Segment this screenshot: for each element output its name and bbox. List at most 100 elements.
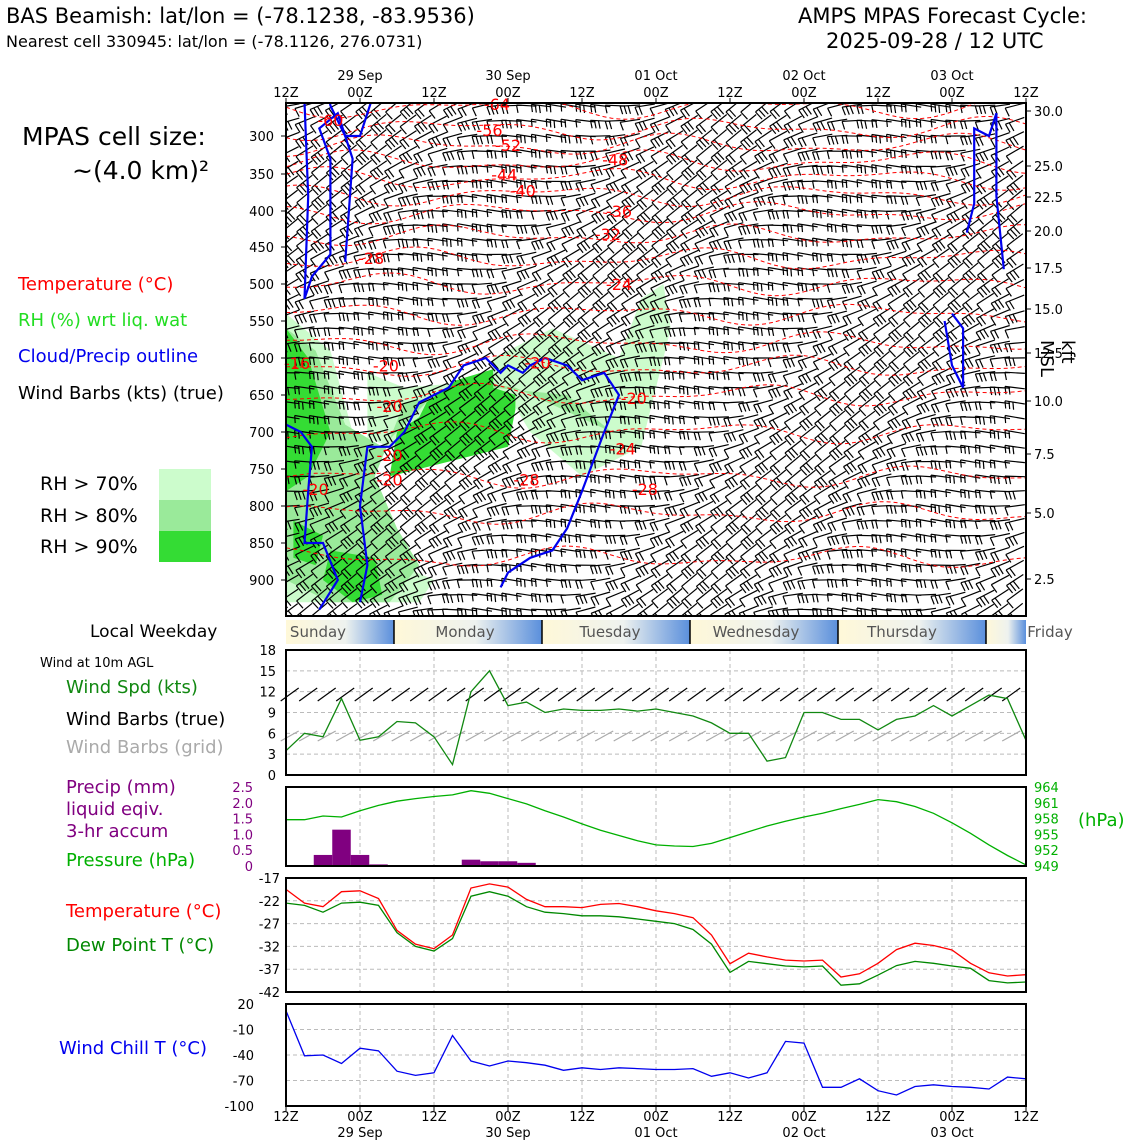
wind-barb-flag: [502, 333, 510, 342]
wind-barb-flag: [968, 181, 975, 191]
wind-barb-flag: [312, 401, 315, 410]
wind-barb-flag: [930, 446, 934, 455]
wind-barb-flag: [682, 477, 688, 486]
wind-barb-flag: [340, 525, 347, 535]
wind-barb-flag: [561, 243, 568, 253]
wind-barb-flag: [473, 393, 482, 402]
wind-barb-flag: [743, 524, 752, 533]
wind-barb-shaft: [429, 425, 447, 439]
wind-barb-shaft: [799, 469, 816, 484]
wind-barb-shaft: [945, 503, 966, 509]
wind-barb-flag: [664, 492, 669, 502]
wind-barb-flag: [530, 505, 534, 514]
wind-barb-flag: [815, 166, 820, 175]
wind-barb-shaft: [575, 533, 596, 538]
wind-barb-flag: [471, 523, 478, 532]
wind-barb-shaft: [370, 499, 387, 513]
wind-barb-flag: [428, 406, 435, 416]
wind-barb-flag: [693, 386, 696, 394]
wind-barb-flag: [353, 283, 357, 293]
wind-barb-flag: [858, 363, 866, 372]
wind-barb-shaft: [931, 352, 950, 364]
wind-barb-flag: [505, 520, 509, 530]
wind-barb-shaft: [784, 484, 802, 498]
wind-barb-flag: [505, 478, 512, 487]
wind-barb-flag: [668, 285, 674, 295]
wind-barb-flag: [549, 196, 554, 205]
wind-barb-flag: [876, 390, 885, 400]
wind-barb-shaft: [635, 574, 654, 586]
wind-barb-flag: [386, 297, 389, 306]
wind-barb-flag: [494, 594, 497, 603]
wind-barb-shaft: [562, 277, 580, 291]
wind-barb-flag: [782, 328, 786, 337]
wind-barb-flag: [953, 255, 962, 264]
wind-barb-flag: [405, 239, 409, 248]
wind-barb-flag: [797, 181, 801, 190]
wind-barb-flag: [593, 520, 597, 528]
wind-barb-shaft: [353, 340, 374, 346]
wind-barb-flag: [457, 361, 465, 371]
wind-barb-shaft: [708, 340, 729, 346]
wind-barb-flag: [623, 551, 629, 561]
wind-barb-flag: [816, 107, 823, 117]
wind-barb-flag: [627, 461, 630, 469]
wind-barb-shaft: [546, 194, 567, 198]
wind-barb-flag: [831, 493, 838, 503]
wind-barb-shaft: [575, 415, 596, 420]
wind-barb-shaft: [427, 237, 448, 242]
wind-barb-flag: [317, 240, 325, 249]
wind-barb-shaft: [427, 163, 448, 169]
wind-barb-shaft: [384, 160, 403, 172]
wind-barb-flag: [577, 289, 586, 299]
wind-barb-shaft: [945, 488, 966, 494]
wind-barb-flag: [668, 138, 676, 148]
wind-barb-flag: [638, 416, 641, 424]
wind-barb-shaft: [413, 130, 432, 142]
wind-barb-shaft: [812, 133, 833, 139]
wind-barb-flag: [533, 363, 541, 373]
wind-barb-flag: [397, 253, 400, 262]
wind-barb-flag: [383, 199, 389, 208]
wind-barb-shaft: [901, 195, 922, 198]
wind-barb-flag: [664, 371, 667, 380]
wind-barb-shaft: [442, 546, 463, 554]
wind-barb-flag: [516, 179, 518, 188]
wind-barb-flag: [401, 312, 404, 321]
wind-barb-flag: [505, 506, 510, 516]
wind-barb-flag: [506, 331, 514, 340]
wind-barb-flag: [553, 476, 557, 485]
wind-barb-flag: [634, 372, 638, 382]
wind-barb-flag: [355, 556, 364, 565]
wind-barb-flag: [358, 553, 367, 562]
wind-barb-shaft: [856, 209, 877, 213]
wind-barb-flag: [340, 187, 348, 196]
wind-barb-flag: [724, 200, 731, 209]
wind-barb-flag: [490, 239, 493, 248]
wind-barb-flag: [885, 211, 890, 220]
wind-barb-flag: [811, 283, 815, 292]
wind-barb-flag: [811, 180, 815, 189]
wind-barb-flag: [802, 464, 811, 474]
wind-barb-flag: [340, 541, 348, 550]
wind-barb-flag: [298, 401, 300, 410]
wind-barb-flag: [642, 431, 645, 440]
wind-barb-flag: [682, 461, 687, 471]
wind-barb-shaft: [560, 533, 581, 538]
wind-barb-shaft: [458, 353, 477, 363]
wind-barb-flag: [938, 105, 941, 113]
wind-barb-flag: [460, 238, 463, 247]
wind-barb-flag: [664, 300, 670, 310]
wind-barb-flag: [694, 229, 702, 239]
wind-barb-flag: [649, 507, 654, 516]
wind-barb-flag: [624, 582, 631, 591]
wind-barb-shaft: [339, 472, 359, 481]
wind-barb-flag: [520, 180, 522, 189]
wind-barb-shaft: [286, 532, 300, 538]
wind-barb-flag: [406, 462, 414, 471]
wind-barb-shaft: [769, 440, 787, 454]
wind-barb-flag: [723, 269, 727, 278]
wind-barb-flag: [568, 269, 576, 279]
wind-barb-shaft: [962, 233, 979, 247]
wind-barb-shaft: [427, 252, 448, 257]
